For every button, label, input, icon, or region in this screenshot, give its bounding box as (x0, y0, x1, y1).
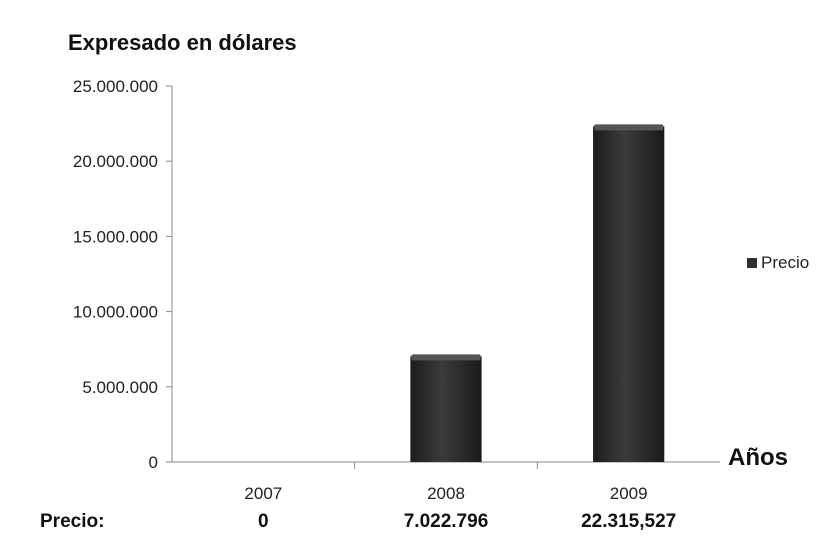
data-table-value: 0 (258, 511, 269, 532)
y-tick-label: 10.000.000 (73, 303, 158, 322)
data-table-values: 0 7.022.796 22.315,527 (258, 511, 676, 532)
bar-2008 (410, 356, 482, 462)
y-tick-label: 5.000.000 (82, 378, 158, 397)
y-tick-label: 15.000.000 (73, 227, 158, 246)
y-axis-ticks: 0 5.000.000 10.000.000 15.000.000 20.000.000… (73, 77, 172, 472)
category-labels: 2007 2008 2009 (244, 462, 648, 503)
legend: Precio (747, 253, 809, 272)
bars-group (410, 124, 665, 462)
x-category-label: 2009 (610, 484, 648, 503)
legend-label: Precio (761, 253, 809, 272)
y-axis-label: Expresado en dólares (68, 30, 297, 55)
y-tick-label: 0 (149, 453, 158, 472)
y-tick-label: 25.000.000 (73, 77, 158, 96)
x-axis-label: Años (728, 444, 788, 471)
bar-top-2008 (411, 354, 481, 361)
data-table-value: 7.022.796 (404, 511, 489, 532)
data-table-value: 22.315,527 (581, 511, 676, 532)
legend-swatch (747, 258, 757, 268)
bar-top-2009 (594, 124, 664, 131)
x-category-label: 2008 (427, 484, 465, 503)
y-tick-label: 20.000.000 (73, 152, 158, 171)
bar-2009 (593, 126, 665, 462)
x-category-label: 2007 (244, 484, 282, 503)
data-table-row-label: Precio: (40, 511, 104, 532)
